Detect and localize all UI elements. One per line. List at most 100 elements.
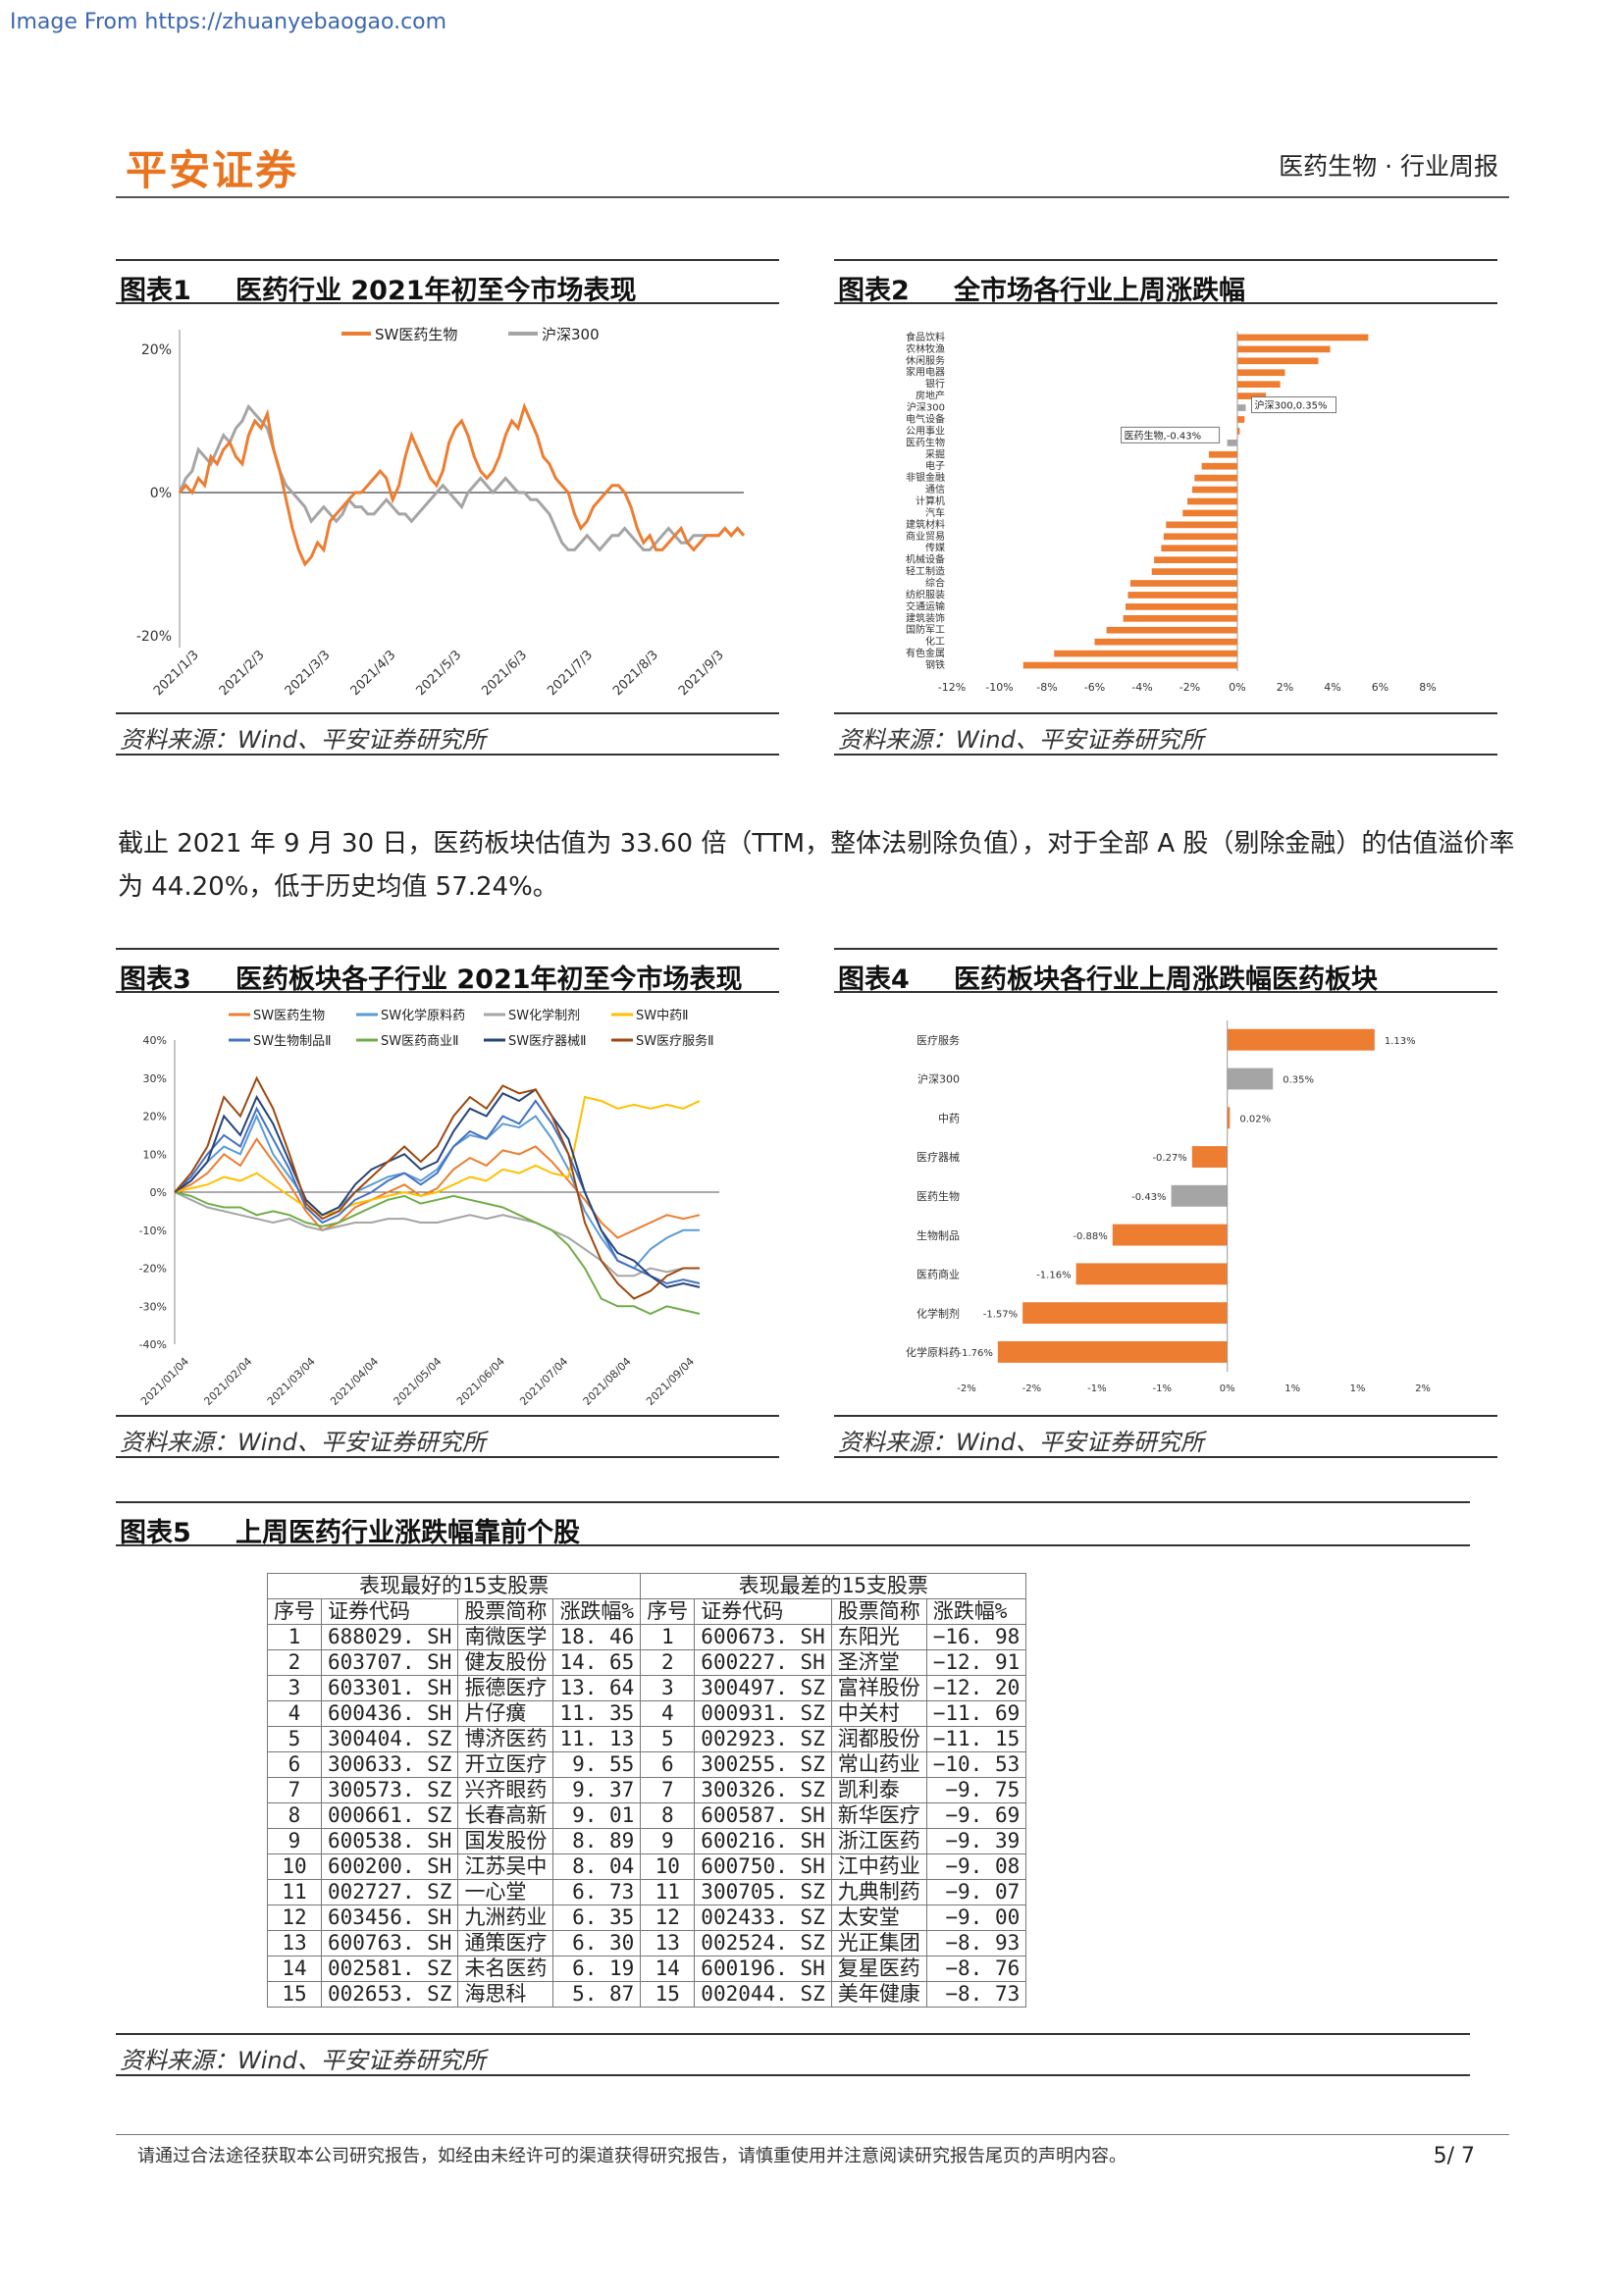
worst-cell-rank: 9 — [640, 1828, 696, 1854]
fig2-title-text: 全市场各行业上周涨跌幅 — [954, 276, 1245, 306]
category-label: 食品饮料 — [906, 331, 945, 343]
x-tick-label: -12% — [938, 681, 966, 694]
worst-cell-code: 002433. SZ — [694, 1905, 832, 1931]
col-header-name: 股票简称 — [457, 1598, 554, 1625]
best-cell-code: 600436. SH — [320, 1700, 459, 1727]
y-tick-label: -30% — [139, 1300, 167, 1313]
bar — [1151, 568, 1237, 575]
fig5-title: 图表5 上周医药行业涨跌幅靠前个股 — [116, 1501, 1470, 1548]
bar — [1201, 462, 1237, 470]
best-cell-rank: 5 — [267, 1726, 322, 1752]
worst-cell-change: −9. 69 — [925, 1802, 1027, 1829]
table-row: 1 688029. SH 南微医学 18. 46 1 600673. SH 东阳光 −16. … — [267, 1624, 1027, 1650]
worst-cell-change: −9. 39 — [925, 1828, 1027, 1854]
table-row: 14 002581. SZ 未名医药 6. 19 14 600196. SH 复星医药 −8.… — [267, 1956, 1027, 1982]
worst-cell-rank: 1 — [640, 1624, 696, 1650]
x-tick-label: 2021/09/04 — [644, 1355, 697, 1408]
data-label: -1.57% — [983, 1309, 1018, 1320]
category-label: 建筑材料 — [906, 518, 945, 531]
worst-cell-change: −12. 91 — [925, 1649, 1027, 1676]
x-tick-label: 2021/6/3 — [479, 648, 530, 699]
legend-label: SW医疗器械Ⅱ — [508, 1034, 587, 1049]
best-cell-name: 博济医药 — [457, 1726, 554, 1752]
best-cell-change: 9. 37 — [552, 1777, 642, 1803]
worst-cell-change: −9. 07 — [925, 1879, 1027, 1905]
category-label: 电子 — [925, 459, 945, 472]
y-tick-label: -10% — [139, 1225, 167, 1237]
series-line — [174, 1136, 701, 1239]
bar — [1182, 509, 1237, 517]
worst-cell-code: 002044. SZ — [694, 1981, 832, 2008]
category-label: 公用事业 — [906, 424, 945, 437]
x-tick-label: 2021/7/3 — [545, 648, 596, 699]
table-header-row: 序号 证券代码 股票简称 涨跌幅% 序号 证券代码 股票简称 涨跌幅% — [267, 1598, 1027, 1625]
worst-cell-code: 300326. SZ — [694, 1777, 832, 1803]
category-label: 汽车 — [925, 506, 945, 519]
best-cell-change: 6. 73 — [552, 1879, 642, 1905]
col-header-name: 股票简称 — [830, 1598, 927, 1625]
worst-cell-code: 600587. SH — [694, 1802, 832, 1829]
best-cell-name: 国发股份 — [457, 1828, 554, 1854]
category-label: 通信 — [925, 484, 945, 496]
legend-label: SW医疗服务Ⅱ — [636, 1033, 714, 1049]
best-cell-code: 603456. SH — [320, 1905, 459, 1931]
fig2-title: 图表2 全市场各行业上周涨跌幅 — [834, 259, 1497, 306]
fig1-number: 图表1 — [120, 276, 191, 306]
x-tick-label: 2021/05/04 — [392, 1355, 445, 1408]
worst-cell-name: 常山药业 — [830, 1751, 927, 1778]
bar — [1237, 357, 1319, 365]
header-divider — [116, 196, 1509, 198]
fig3-number: 图表3 — [120, 965, 191, 995]
x-tick-label: 2% — [1415, 1383, 1431, 1394]
legend-label: SW医药生物 — [375, 326, 457, 343]
best-cell-code: 688029. SH — [320, 1624, 459, 1650]
worst-cell-code: 300497. SZ — [694, 1675, 832, 1701]
bar — [1208, 450, 1237, 458]
fig3-title: 图表3 医药板块各子行业 2021年初至今市场表现 — [116, 948, 779, 995]
bar — [1171, 1184, 1228, 1207]
worst-cell-change: −10. 53 — [925, 1751, 1027, 1778]
table-row: 6 300633. SZ 开立医疗 9. 55 6 300255. SZ 常山药业 −10. … — [267, 1751, 1027, 1778]
category-label: 综合 — [925, 577, 945, 590]
bar — [1154, 556, 1237, 563]
bar — [1237, 334, 1369, 341]
bar — [1094, 638, 1237, 646]
watermark-link[interactable]: Image From https://zhuanyebaogao.com — [10, 10, 447, 34]
table-row: 15 002653. SZ 海思科 5. 87 15 002044. SZ 美年健康 −8. … — [267, 1981, 1027, 2008]
worst-cell-code: 600673. SH — [694, 1624, 832, 1650]
category-label: 计算机 — [916, 495, 945, 507]
x-tick-label: -6% — [1084, 681, 1105, 694]
x-tick-label: 0% — [1229, 681, 1245, 694]
legend-label: SW中药Ⅱ — [636, 1009, 689, 1023]
fig5-source: 资料来源：Wind、平安证券研究所 — [116, 2033, 1470, 2076]
series-line — [178, 403, 746, 552]
bar — [1237, 381, 1281, 389]
best-cell-code: 603707. SH — [320, 1649, 459, 1676]
series-line — [174, 1095, 701, 1217]
data-label: 0.35% — [1283, 1075, 1314, 1086]
table-group-header: 表现最好的15支股票 表现最差的15支股票 — [266, 1573, 1027, 1599]
worst-cell-change: −9. 08 — [925, 1853, 1027, 1880]
best-cell-change: 6. 35 — [552, 1905, 642, 1931]
worst-cell-name: 复星医药 — [830, 1956, 927, 1982]
best-cell-name: 未名医药 — [457, 1956, 554, 1982]
worst-cell-change: −12. 20 — [925, 1675, 1027, 1701]
x-tick-label: 2021/02/04 — [201, 1355, 254, 1408]
worst-cell-rank: 6 — [640, 1751, 696, 1778]
fig2-source: 资料来源：Wind、平安证券研究所 — [834, 712, 1497, 756]
table-row: 3 603301. SH 振德医疗 13. 64 3 300497. SZ 富祥股份 −12.… — [267, 1675, 1027, 1701]
bar — [1194, 474, 1237, 482]
x-tick-label: 6% — [1372, 681, 1388, 694]
table-row: 4 600436. SH 片仔癀 11. 35 4 000931. SZ 中关村 −11. 6… — [267, 1700, 1027, 1727]
category-label: 国防军工 — [906, 623, 945, 636]
category-label: 交通运输 — [906, 600, 945, 612]
fig4-title-text: 医药板块各行业上周涨跌幅医药板块 — [954, 965, 1378, 995]
bar — [1163, 533, 1237, 541]
best-cell-code: 002581. SZ — [320, 1956, 459, 1982]
category-label: 纺织服装 — [906, 588, 945, 600]
legend-label: SW化学原料药 — [381, 1008, 465, 1023]
fig1-line-chart: SW医药生物 沪深300 20% 0% -20% 2021/1/3 2021/2/3 2021… — [136, 326, 746, 699]
best-cell-name: 南微医学 — [457, 1624, 554, 1650]
fig2-number: 图表2 — [838, 276, 910, 306]
best-cell-rank: 9 — [267, 1828, 322, 1854]
